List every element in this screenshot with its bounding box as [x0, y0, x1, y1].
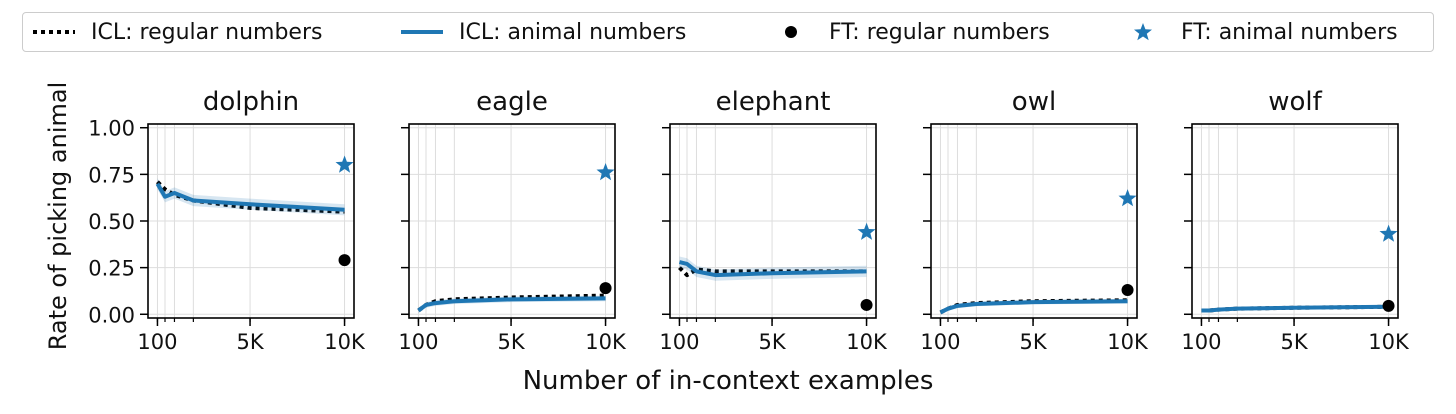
ft-animal-point — [857, 222, 876, 240]
x-tick-label: 5K — [236, 330, 264, 354]
panel-owl: 100 5K 10K owl — [920, 87, 1149, 354]
legend-label: ICL: animal numbers — [459, 19, 687, 45]
x-tick-label: 10K — [1107, 330, 1149, 354]
panel-title: wolf — [1268, 87, 1322, 117]
ft-animal-point — [596, 163, 615, 181]
x-tick-label: 100 — [920, 330, 960, 354]
x-tick-label: 100 — [398, 330, 438, 354]
ft-regular-point — [1121, 284, 1134, 297]
icl-animal-line — [678, 260, 867, 278]
circle-marker-icon — [785, 26, 797, 38]
ft-regular-point — [860, 298, 873, 311]
icl-animal-line — [155, 182, 345, 212]
star-marker-icon — [1134, 23, 1152, 41]
x-tick-label: 5K — [497, 330, 525, 354]
solid-line-swatch — [401, 30, 443, 34]
y-tick-label: 0.50 — [88, 210, 135, 234]
icl-animal-line — [939, 299, 1128, 315]
x-tick-label: 5K — [1019, 330, 1047, 354]
y-tick-label: 0.25 — [88, 257, 135, 281]
plot-frame — [930, 123, 1138, 319]
plot-frame — [1191, 123, 1399, 319]
ft-animal-point — [1379, 224, 1398, 242]
x-tick-label: 10K — [585, 330, 627, 354]
ft-regular-point — [599, 282, 612, 295]
x-tick-label: 5K — [758, 330, 786, 354]
x-tick-label: 100 — [1181, 330, 1221, 354]
panel-elephant: 100 5K 10K elephant — [659, 87, 888, 354]
icl-animal-line — [417, 296, 606, 313]
ft-animal-point — [335, 155, 354, 173]
confidence-band — [679, 256, 867, 281]
legend-label: FT: regular numbers — [829, 19, 1050, 45]
plot-frame — [669, 123, 877, 319]
x-tick-label: 10K — [846, 330, 888, 354]
ft-regular-point — [338, 254, 351, 267]
panel-dolphin: 100 5K 10K 0.00 0.25 0.50 0.75 1.00 dolphin — [88, 87, 366, 354]
x-tick-label: 100 — [659, 330, 699, 354]
y-tick-label: 1.00 — [88, 117, 135, 141]
plot-frame — [408, 123, 616, 319]
y-tick-label: 0.75 — [88, 163, 135, 187]
legend-label: ICL: regular numbers — [91, 19, 323, 45]
legend-item-icl-regular: ICL: regular numbers — [31, 13, 322, 51]
x-tick-label: 10K — [324, 330, 366, 354]
icl-animal-line — [1201, 304, 1389, 313]
panel-title: eagle — [476, 87, 548, 117]
panel-title: owl — [1012, 87, 1056, 117]
panel-title: elephant — [716, 87, 831, 117]
x-tick-label: 10K — [1368, 330, 1410, 354]
icl-regular-line — [156, 180, 345, 214]
legend-item-icl-animal: ICL: animal numbers — [399, 13, 686, 51]
y-tick-label: 0.00 — [88, 303, 135, 327]
dotted-line-swatch — [33, 30, 75, 34]
legend-label: FT: animal numbers — [1181, 19, 1398, 45]
panel-wolf: 100 5K 10K wolf — [1181, 87, 1410, 354]
x-tick-label: 5K — [1280, 330, 1308, 354]
x-axis-title: Number of in-context examples — [522, 366, 934, 396]
legend-item-ft-regular: FT: regular numbers — [777, 13, 1050, 51]
legend: ICL: regular numbers ICL: animal numbers… — [22, 12, 1434, 52]
panel-title: dolphin — [203, 87, 299, 117]
ft-regular-point — [1382, 299, 1395, 312]
panel-eagle: 100 5K 10K eagle — [398, 87, 627, 354]
legend-item-ft-animal: FT: animal numbers — [1129, 13, 1398, 51]
plot-frame — [147, 123, 355, 319]
x-tick-label: 100 — [137, 330, 177, 354]
ft-animal-point — [1118, 189, 1137, 207]
